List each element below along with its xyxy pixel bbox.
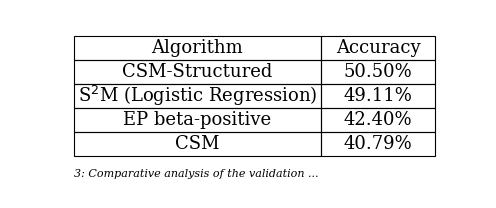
Bar [73, 36, 321, 60]
Text: Accuracy: Accuracy [336, 39, 420, 57]
Bar [73, 132, 321, 156]
Text: 49.11%: 49.11% [344, 87, 412, 105]
Bar [321, 108, 435, 132]
Text: S$^2$M (Logistic Regression): S$^2$M (Logistic Regression) [77, 84, 317, 108]
Bar [73, 60, 321, 84]
Text: EP beta-positive: EP beta-positive [123, 111, 271, 129]
Text: Algorithm: Algorithm [151, 39, 243, 57]
Text: 50.50%: 50.50% [344, 63, 412, 81]
Bar [73, 108, 321, 132]
Bar [321, 132, 435, 156]
Bar [73, 84, 321, 108]
Bar [321, 84, 435, 108]
Text: CSM-Structured: CSM-Structured [122, 63, 272, 81]
Bar [321, 60, 435, 84]
Text: 3: Comparative analysis of the validation ...: 3: Comparative analysis of the validatio… [73, 169, 318, 179]
Bar [321, 36, 435, 60]
Text: 40.79%: 40.79% [344, 135, 412, 153]
Text: 42.40%: 42.40% [344, 111, 412, 129]
Text: CSM: CSM [175, 135, 220, 153]
